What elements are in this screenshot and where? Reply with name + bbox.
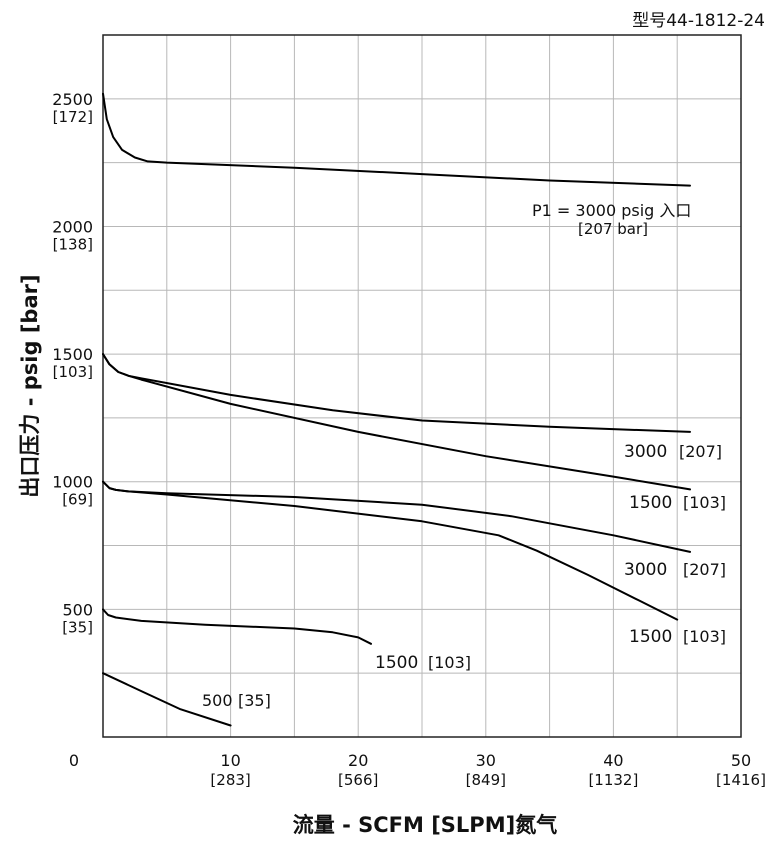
svg-text:3000: 3000 bbox=[624, 560, 667, 580]
plot-frame bbox=[102, 34, 742, 738]
series-label-500: 500 [35] bbox=[202, 691, 271, 710]
series-curves bbox=[102, 92, 691, 727]
svg-text:P1 = 3000 psig 入口: P1 = 3000 psig 入口 bbox=[532, 201, 691, 220]
series-label-1500-upper: 1500 [103] bbox=[629, 493, 726, 513]
series-line-3 bbox=[102, 480, 691, 553]
svg-text:1500: 1500 bbox=[629, 627, 672, 647]
svg-text:[207]: [207] bbox=[683, 560, 726, 579]
svg-text:1500: 1500 bbox=[375, 653, 418, 673]
svg-text:[207]: [207] bbox=[679, 442, 722, 461]
svg-text:[35]: [35] bbox=[238, 691, 271, 710]
y-axis-title: 出口压力 - psig [bar] bbox=[18, 274, 42, 497]
y-tick-sublabel: [35] bbox=[62, 618, 93, 636]
x-tick-label: 30 bbox=[476, 751, 496, 770]
series-label-p1-inlet: P1 = 3000 psig 入口 [207 bar] bbox=[532, 201, 691, 238]
y-tick-label: 2000 bbox=[52, 217, 93, 236]
x-tick-label: 40 bbox=[603, 751, 623, 770]
svg-text:[103]: [103] bbox=[428, 653, 471, 672]
y-tick-sublabel: [103] bbox=[53, 363, 93, 381]
series-line-6 bbox=[102, 672, 232, 727]
y-tick-label: 2500 bbox=[52, 90, 93, 109]
svg-text:[103]: [103] bbox=[683, 493, 726, 512]
x-tick-labels: 0 10[283] 20[566] 30[849] 40[1132] 50[1416] bbox=[69, 751, 766, 789]
svg-text:[103]: [103] bbox=[683, 627, 726, 646]
svg-text:[207 bar]: [207 bar] bbox=[578, 220, 648, 238]
series-line-0 bbox=[102, 92, 691, 187]
y-tick-sublabel: [138] bbox=[53, 235, 93, 253]
y-tick-labels: 2500[172] 2000[138] 1500[103] 1000[69] 500[3… bbox=[52, 90, 93, 637]
svg-text:1500: 1500 bbox=[629, 493, 672, 513]
x-tick-label: 0 bbox=[69, 751, 79, 770]
y-tick-sublabel: [172] bbox=[53, 108, 93, 126]
y-tick-label: 1500 bbox=[52, 345, 93, 364]
x-axis-title: 流量 - SCFM [SLPM]氮气 bbox=[293, 813, 557, 837]
series-line-5 bbox=[102, 608, 372, 645]
series-label-1500-middle: 1500 [103] bbox=[629, 627, 726, 647]
x-tick-label: 50 bbox=[731, 751, 751, 770]
series-label-3000-upper: 3000 [207] bbox=[624, 442, 722, 462]
x-tick-sublabel: [849] bbox=[466, 771, 506, 789]
y-tick-label: 1000 bbox=[52, 473, 93, 492]
x-tick-sublabel: [283] bbox=[210, 771, 250, 789]
series-label-3000-middle: 3000 [207] bbox=[624, 560, 726, 580]
series-label-1500-lower: 1500 [103] bbox=[375, 653, 471, 673]
series-line-2 bbox=[102, 353, 691, 491]
y-tick-label: 500 bbox=[62, 600, 93, 619]
x-tick-sublabel: [1416] bbox=[716, 771, 766, 789]
y-tick-sublabel: [69] bbox=[62, 491, 93, 509]
svg-text:3000: 3000 bbox=[624, 442, 667, 462]
x-tick-label: 20 bbox=[348, 751, 368, 770]
series-line-4 bbox=[102, 480, 679, 621]
svg-text:500: 500 bbox=[202, 691, 233, 710]
x-tick-sublabel: [566] bbox=[338, 771, 378, 789]
x-tick-sublabel: [1132] bbox=[588, 771, 638, 789]
x-tick-label: 10 bbox=[220, 751, 240, 770]
grid-lines bbox=[103, 35, 741, 737]
model-number: 型号44-1812-24 bbox=[632, 11, 765, 31]
